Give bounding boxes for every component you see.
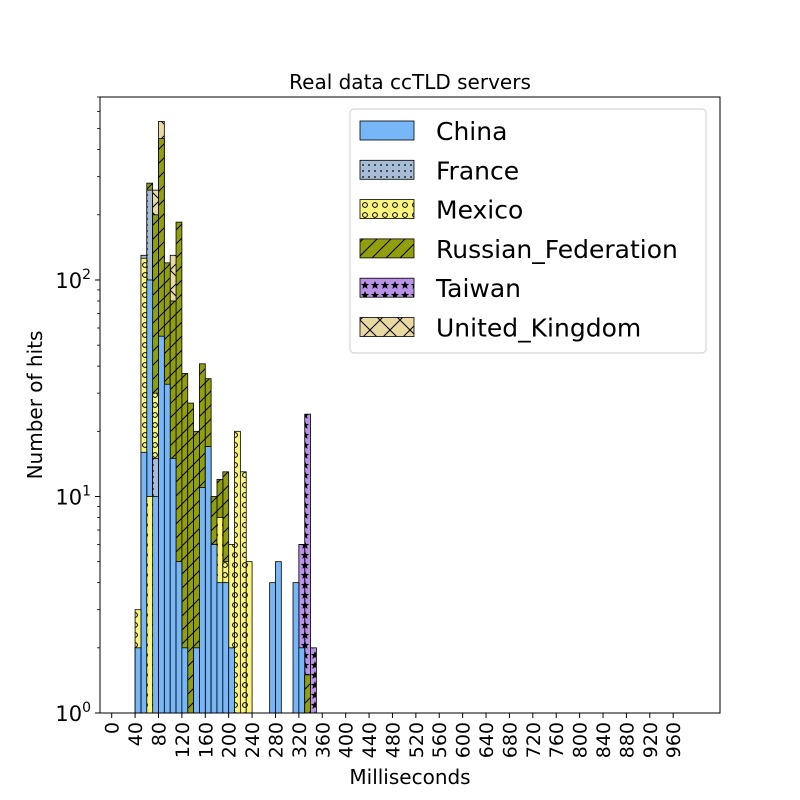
legend-label: France xyxy=(436,156,519,185)
legend-label: United_Kingdom xyxy=(436,314,641,343)
x-tick-label: 160 xyxy=(195,722,217,758)
bar-china-13 xyxy=(210,544,218,714)
x-tick-label: 240 xyxy=(242,722,264,758)
legend-label: Russian_Federation xyxy=(436,235,678,264)
x-tick-label: 40 xyxy=(125,722,147,746)
x-tick-label: 560 xyxy=(429,722,451,758)
x-axis-label: Milliseconds xyxy=(349,765,470,789)
legend-item-taiwan: Taiwan xyxy=(359,274,521,303)
bar-china-10 xyxy=(193,647,200,714)
legend-item-china: China xyxy=(359,117,507,146)
x-tick-label: 120 xyxy=(172,722,194,758)
bar-china-19 xyxy=(292,582,300,714)
legend-label: China xyxy=(436,117,507,146)
y-tick-label: 102 xyxy=(55,267,91,293)
bar-china-20 xyxy=(298,647,306,714)
legend-box xyxy=(349,108,707,354)
x-tick-label: 80 xyxy=(148,722,170,746)
legend-item-russian-federation: Russian_Federation xyxy=(359,235,678,264)
bar-mexico-9 xyxy=(234,430,241,714)
bar-mexico-11 xyxy=(245,561,253,714)
bar-russian-federation-15 xyxy=(304,674,311,714)
x-tick-label: 200 xyxy=(219,722,241,758)
x-tick-label: 680 xyxy=(499,722,521,758)
x-tick-label: 840 xyxy=(593,722,615,758)
x-axis: 0 40 80 120 160 200 240 280 320 360 400 440 480 520 56… xyxy=(102,713,685,758)
x-tick-label: 360 xyxy=(312,722,334,758)
bar-china-15 xyxy=(222,582,230,714)
x-tick-label: 880 xyxy=(616,722,638,758)
bar-china-3 xyxy=(152,496,159,714)
x-tick-label: 960 xyxy=(663,722,685,758)
x-tick-label: 640 xyxy=(476,722,498,758)
y-tick-label: 100 xyxy=(55,700,91,726)
chart-title: Real data ccTLD servers xyxy=(289,70,531,94)
x-tick-label: 760 xyxy=(546,722,568,758)
bar-china-6 xyxy=(169,457,177,714)
bar-china-17 xyxy=(269,582,276,714)
x-tick-label: 400 xyxy=(336,722,358,758)
bar-china-7 xyxy=(175,561,183,714)
x-tick-label: 920 xyxy=(640,722,662,758)
legend-item-mexico: Mexico xyxy=(359,196,523,225)
bars-layer xyxy=(134,121,317,714)
x-tick-label: 520 xyxy=(406,722,428,758)
x-tick-label: 800 xyxy=(570,722,592,758)
legend-swatch xyxy=(359,120,415,141)
legend: China France Mexico Russian_Federation Taiwa… xyxy=(349,108,707,354)
y-axis-label: Number of hits xyxy=(23,331,47,480)
legend-item-united-kingdom: United_Kingdom xyxy=(359,314,641,343)
y-axis: 100 101 102 xyxy=(55,96,100,726)
bar-china-12 xyxy=(204,446,212,714)
bar-china-1 xyxy=(140,451,148,714)
bar-taiwan-1 xyxy=(304,413,311,714)
bar-taiwan-2 xyxy=(310,647,317,714)
bar-china-18 xyxy=(275,561,282,714)
bar-mexico-2 xyxy=(146,496,154,714)
x-tick-label: 720 xyxy=(523,722,545,758)
y-tick-label: 101 xyxy=(55,483,91,509)
bar-china-0 xyxy=(134,647,142,714)
bar-china-16 xyxy=(228,647,235,714)
bar-china-8 xyxy=(181,647,189,714)
legend-label: Mexico xyxy=(436,196,523,225)
x-tick-label: 480 xyxy=(382,722,404,758)
bar-china-5 xyxy=(163,383,171,714)
bar-china-4 xyxy=(158,335,165,714)
legend-label: Taiwan xyxy=(435,274,521,303)
x-tick-label: 440 xyxy=(359,722,381,758)
plot-frame xyxy=(99,96,721,714)
bar-mexico-10 xyxy=(239,471,247,714)
x-tick-label: 320 xyxy=(289,722,311,758)
x-tick-label: 0 xyxy=(102,722,124,734)
bar-china-11 xyxy=(199,487,206,714)
legend-item-france: France xyxy=(359,156,519,185)
bar-china-14 xyxy=(216,582,224,714)
x-tick-label: 280 xyxy=(265,722,287,758)
bar-russian-federation-7 xyxy=(187,402,194,714)
x-tick-label: 600 xyxy=(453,722,475,758)
